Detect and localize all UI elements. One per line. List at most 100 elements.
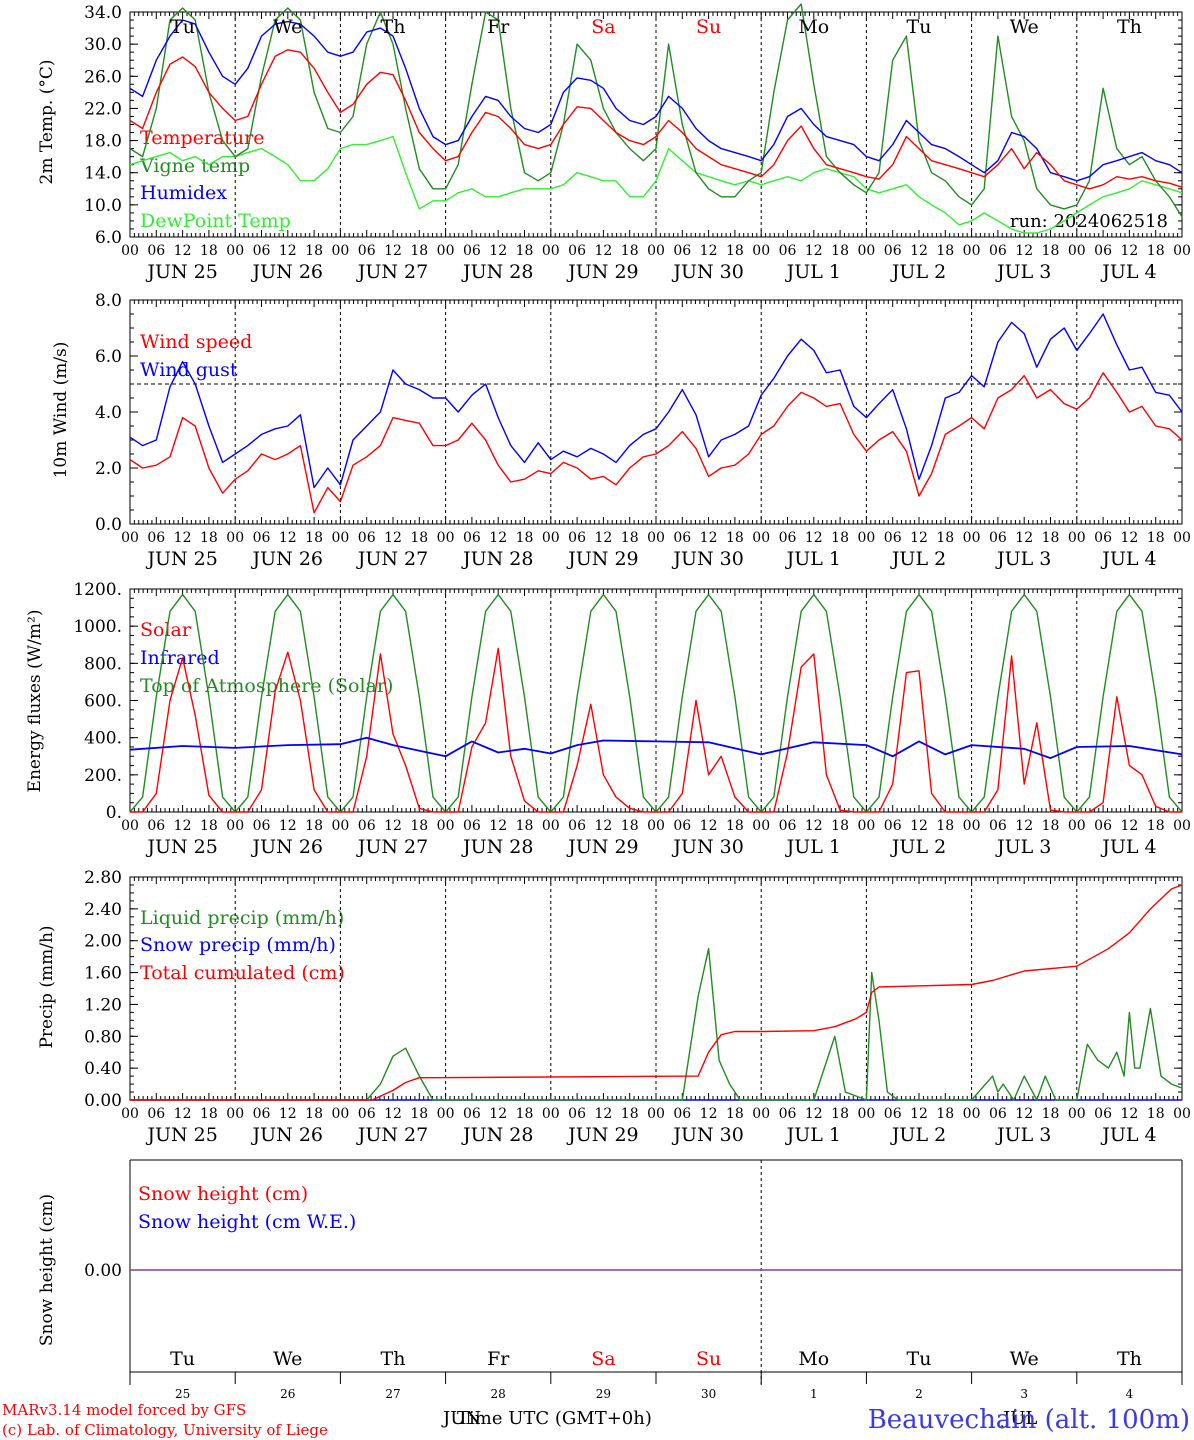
date-label: JUL 1 [785, 836, 841, 858]
hour-tick-label: 00 [1068, 1106, 1086, 1122]
date-label: JUN 30 [671, 1124, 743, 1146]
hour-tick-label: 12 [1120, 530, 1138, 546]
hour-tick-label: 12 [910, 243, 928, 259]
hour-tick-label: 18 [516, 818, 534, 834]
hour-tick-label: 12 [805, 530, 823, 546]
footer: JUN JUL Time UTC (GMT+0h) MARv3.14 model… [2, 1401, 1190, 1439]
hour-tick-label: 12 [594, 530, 612, 546]
hour-tick-label: 00 [1173, 530, 1191, 546]
hour-tick-label: 12 [700, 818, 718, 834]
hour-tick-label: 18 [1042, 818, 1060, 834]
date-label: JUL 3 [995, 261, 1051, 283]
day-number-label: 26 [280, 1387, 295, 1401]
hour-tick-label: 12 [700, 530, 718, 546]
legend-humidex: Humidex [140, 182, 227, 204]
hour-tick-label: 18 [936, 1106, 954, 1122]
hour-tick-label: 00 [437, 243, 455, 259]
run-label: run: 2024062518 [1010, 211, 1168, 232]
hour-tick-label: 00 [437, 1106, 455, 1122]
hour-tick-label: 06 [989, 530, 1007, 546]
day-name-label: We [1010, 16, 1039, 38]
legend-infrared: Infrared [140, 647, 220, 669]
hour-tick-label: 18 [1147, 1106, 1165, 1122]
hour-tick-label: 18 [831, 530, 849, 546]
y-tick-label: 200. [84, 766, 122, 786]
day-name-label: Fr [487, 1348, 510, 1370]
hour-tick-label: 00 [963, 818, 981, 834]
day-name-label: Fr [487, 16, 510, 38]
hour-tick-label: 06 [147, 530, 165, 546]
hour-tick-label: 18 [305, 243, 323, 259]
hour-tick-label: 12 [174, 530, 192, 546]
hour-tick-label: 18 [305, 1106, 323, 1122]
hour-tick-label: 18 [305, 530, 323, 546]
hour-tick-label: 06 [147, 818, 165, 834]
y-tick-label: 1.60 [84, 964, 122, 984]
hour-tick-label: 12 [279, 1106, 297, 1122]
hour-tick-label: 06 [253, 818, 271, 834]
energy-panel: Energy fluxes (W/m²) Solar Infrared Top … [25, 580, 1191, 858]
legend-vigne-temp: Vigne temp [139, 155, 250, 177]
hour-tick-label: 18 [410, 530, 428, 546]
hour-tick-label: 12 [384, 818, 402, 834]
hour-tick-label: 12 [1015, 530, 1033, 546]
hour-tick-label: 18 [410, 818, 428, 834]
hour-tick-label: 06 [568, 530, 586, 546]
hour-tick-label: 18 [1147, 530, 1165, 546]
y-tick-label: 0. [106, 803, 122, 823]
hour-tick-label: 06 [673, 243, 691, 259]
hour-tick-label: 00 [752, 530, 770, 546]
hour-tick-label: 00 [437, 818, 455, 834]
hour-tick-label: 00 [121, 243, 139, 259]
date-label: JUL 4 [1100, 548, 1156, 570]
hour-tick-label: 06 [779, 243, 797, 259]
hour-tick-label: 06 [253, 1106, 271, 1122]
hour-tick-label: 12 [384, 1106, 402, 1122]
hour-tick-label: 00 [226, 1106, 244, 1122]
wind-panel: 10m Wind (m/s) Wind speed Wind gust 0.0 2… [51, 291, 1191, 570]
date-label: JUN 29 [566, 261, 638, 283]
hour-tick-label: 12 [489, 1106, 507, 1122]
hour-tick-label: 12 [910, 530, 928, 546]
y-tick-label: 0.80 [84, 1027, 122, 1047]
lab-credit: (c) Lab. of Climatology, University of L… [2, 1421, 328, 1439]
series-total-cumulated-cm- [130, 884, 1183, 1101]
y-tick-label: 2.00 [84, 932, 122, 952]
energy-ylabel: Energy fluxes (W/m²) [25, 610, 45, 793]
hour-tick-label: 06 [463, 243, 481, 259]
hour-tick-label: 18 [1042, 1106, 1060, 1122]
date-label: JUN 30 [671, 548, 743, 570]
hour-tick-label: 18 [516, 530, 534, 546]
hour-tick-label: 06 [358, 818, 376, 834]
series-wind-speed [129, 372, 1183, 514]
date-label: JUN 30 [671, 261, 743, 283]
day-name-label: Sa [591, 16, 615, 38]
hour-tick-label: 12 [594, 818, 612, 834]
day-name-label: Th [1117, 1348, 1142, 1370]
legend-toa-solar: Top of Atmosphere (Solar) [140, 675, 393, 697]
hour-tick-label: 00 [857, 818, 875, 834]
legend-snow-height: Snow height (cm) [138, 1183, 308, 1205]
hour-tick-label: 00 [963, 530, 981, 546]
y-tick-label: 800. [84, 654, 122, 674]
hour-tick-label: 00 [331, 818, 349, 834]
date-label: JUL 3 [995, 836, 1051, 858]
date-label: JUN 29 [566, 1124, 638, 1146]
hour-tick-label: 00 [542, 243, 560, 259]
hour-tick-label: 12 [1120, 818, 1138, 834]
hour-tick-label: 00 [857, 243, 875, 259]
series-liquid-precip-mm-h- [130, 948, 1183, 1101]
hour-tick-label: 18 [1147, 818, 1165, 834]
hour-tick-label: 00 [121, 530, 139, 546]
plot-frame [129, 11, 1183, 238]
precip-panel: Precip (mm/h) Liquid precip (mm/h) Snow … [37, 868, 1191, 1146]
hour-tick-label: 00 [1173, 818, 1191, 834]
day-number-label: 25 [175, 1387, 190, 1401]
hour-tick-label: 00 [226, 818, 244, 834]
hour-tick-label: 18 [200, 243, 218, 259]
x-axis-title: Time UTC (GMT+0h) [457, 1408, 652, 1429]
hour-tick-label: 12 [279, 243, 297, 259]
hour-tick-label: 18 [936, 530, 954, 546]
hour-tick-label: 00 [542, 1106, 560, 1122]
station-label: Beauvechain (alt. 100m) [868, 1405, 1190, 1435]
